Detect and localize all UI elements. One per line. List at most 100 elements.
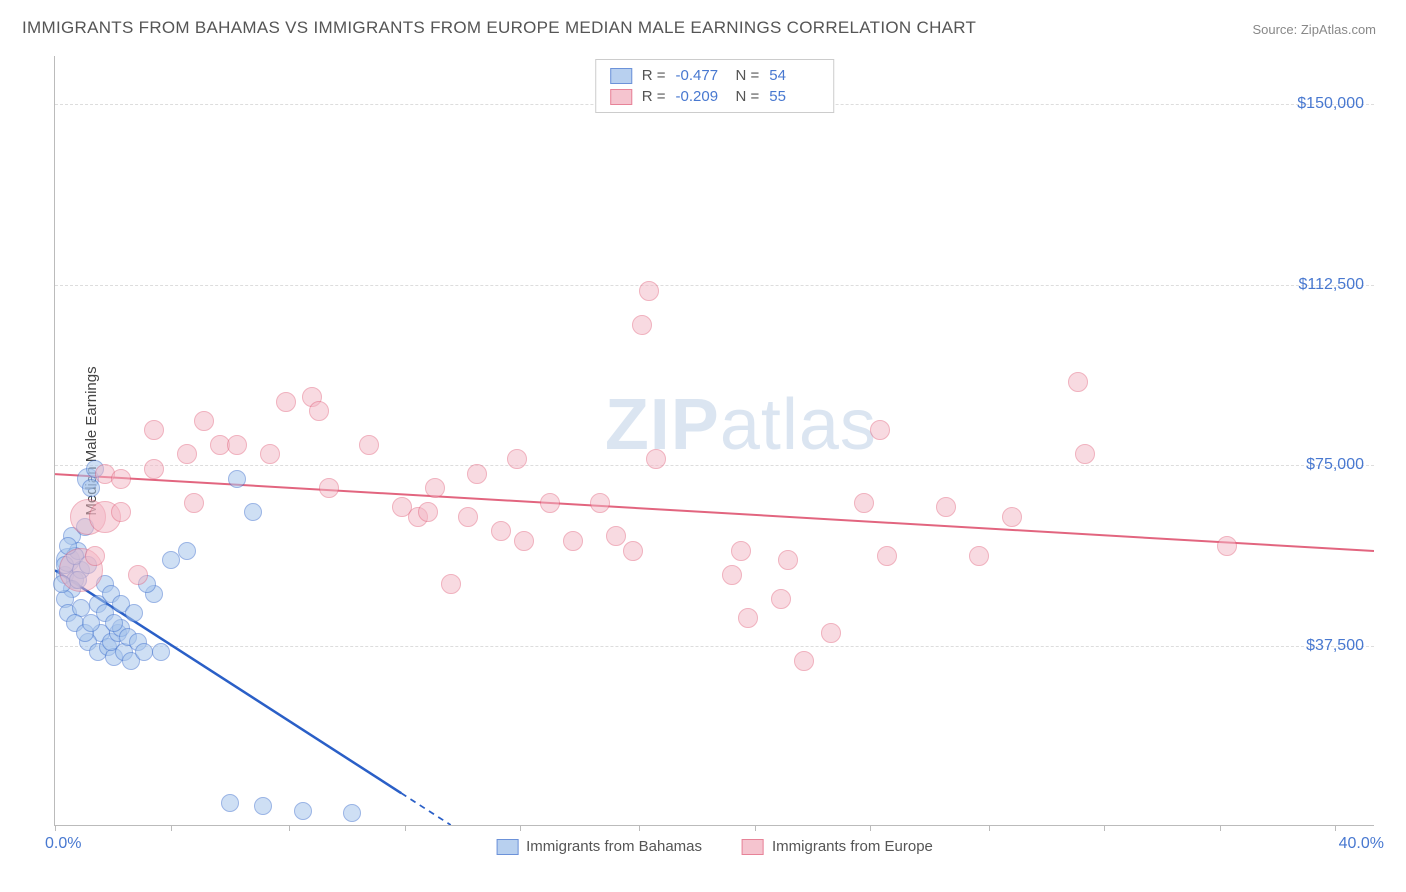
x-tick [55,825,56,831]
data-point [639,281,659,301]
x-tick [405,825,406,831]
legend-stats: R = -0.477 N = 54 R = -0.209 N = 55 [595,59,835,113]
data-point [722,565,742,585]
data-point [128,565,148,585]
legend-swatch [496,839,518,855]
data-point [821,623,841,643]
stat-n-value: 54 [769,67,819,84]
x-tick [639,825,640,831]
data-point [319,478,339,498]
x-tick [755,825,756,831]
data-point [731,541,751,561]
gridline [55,465,1374,466]
legend-item: Immigrants from Europe [742,838,933,855]
watermark-thin: atlas [720,385,877,465]
x-tick [1335,825,1336,831]
data-point [309,401,329,421]
data-point [563,531,583,551]
data-point [343,804,361,822]
data-point [177,444,197,464]
stat-n-value: 55 [769,88,819,105]
data-point [1002,507,1022,527]
data-point [1068,372,1088,392]
source-label: Source: ZipAtlas.com [1252,22,1376,37]
watermark: ZIPatlas [605,384,877,466]
data-point [105,614,123,632]
data-point [111,502,131,522]
x-max-label: 40.0% [1339,835,1384,853]
data-point [162,551,180,569]
data-point [418,502,438,522]
y-tick-label: $37,500 [1306,637,1364,655]
stat-r-value: -0.209 [676,88,726,105]
legend-swatch [610,68,632,84]
regression-lines [55,56,1374,825]
data-point [221,794,239,812]
data-point [294,802,312,820]
data-point [359,435,379,455]
data-point [606,526,626,546]
data-point [771,589,791,609]
data-point [738,608,758,628]
stat-n-label: N = [736,88,760,105]
data-point [125,604,143,622]
stat-r-label: R = [642,67,666,84]
data-point [111,469,131,489]
data-point [194,411,214,431]
stat-n-label: N = [736,67,760,84]
legend-label: Immigrants from Europe [772,838,933,855]
data-point [491,521,511,541]
data-point [82,614,100,632]
data-point [507,449,527,469]
data-point [244,503,262,521]
x-tick [520,825,521,831]
legend-item: Immigrants from Bahamas [496,838,702,855]
stat-r-label: R = [642,88,666,105]
stat-r-value: -0.477 [676,67,726,84]
data-point [514,531,534,551]
x-tick [870,825,871,831]
y-tick-label: $75,000 [1306,456,1364,474]
legend-stat-row: R = -0.477 N = 54 [610,65,820,86]
legend-stat-row: R = -0.209 N = 55 [610,86,820,107]
data-point [144,459,164,479]
data-point [276,392,296,412]
data-point [794,651,814,671]
x-tick [1220,825,1221,831]
gridline [55,646,1374,647]
data-point [467,464,487,484]
chart-title: IMMIGRANTS FROM BAHAMAS VS IMMIGRANTS FR… [22,18,976,38]
data-point [877,546,897,566]
data-point [540,493,560,513]
gridline [55,285,1374,286]
y-tick-label: $112,500 [1298,276,1364,294]
data-point [228,470,246,488]
x-tick [171,825,172,831]
data-point [260,444,280,464]
data-point [936,497,956,517]
data-point [135,643,153,661]
data-point [854,493,874,513]
data-point [969,546,989,566]
data-point [227,435,247,455]
data-point [254,797,272,815]
data-point [152,643,170,661]
data-point [458,507,478,527]
legend-series: Immigrants from Bahamas Immigrants from E… [496,838,933,855]
data-point [623,541,643,561]
data-point [778,550,798,570]
data-point [85,546,105,566]
legend-swatch [610,89,632,105]
x-tick [989,825,990,831]
plot-area: Median Male Earnings ZIPatlas $37,500$75… [54,56,1374,826]
data-point [184,493,204,513]
data-point [425,478,445,498]
data-point [82,479,100,497]
x-tick [289,825,290,831]
data-point [441,574,461,594]
data-point [590,493,610,513]
data-point [646,449,666,469]
y-tick-label: $150,000 [1297,95,1364,113]
data-point [1075,444,1095,464]
data-point [870,420,890,440]
